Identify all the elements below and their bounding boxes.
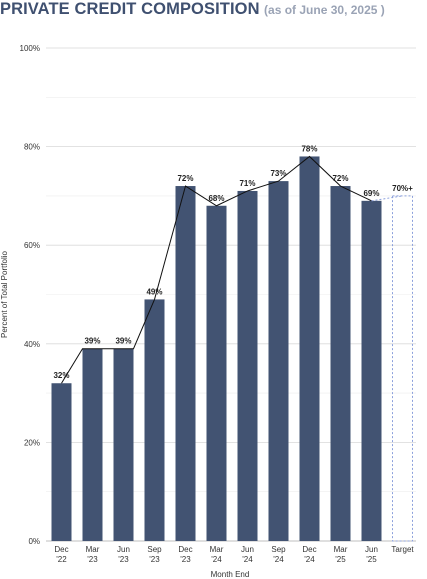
y-axis-label: Percent of Total Portfolio bbox=[0, 250, 9, 338]
bar bbox=[113, 348, 134, 541]
x-tick-label: Jun bbox=[117, 545, 130, 554]
x-tick-label: Mar bbox=[210, 545, 224, 554]
x-tick-label-target: Target bbox=[391, 545, 414, 554]
trend-line bbox=[61, 155, 403, 384]
data-label: 39% bbox=[84, 337, 100, 346]
x-axis-ticks: Dec'22Mar'23Jun'23Sep'23Dec'23Mar'24Jun'… bbox=[54, 545, 414, 564]
x-axis-label: Month End bbox=[211, 570, 250, 579]
data-label: 72% bbox=[177, 174, 193, 183]
x-tick-label: Sep bbox=[271, 545, 286, 554]
data-labels: 32% 39% 39% 49% 72% 68% 71% 73% 78% 72% 69% 70%+ bbox=[53, 144, 413, 380]
y-tick-label: 0% bbox=[28, 537, 40, 546]
x-tick-label-year: '22 bbox=[56, 555, 67, 564]
y-tick-label: 40% bbox=[24, 340, 40, 349]
data-label: 73% bbox=[270, 169, 286, 178]
bar bbox=[51, 383, 72, 541]
x-tick-label: Jun bbox=[241, 545, 254, 554]
x-tick-label-year: '25 bbox=[366, 555, 377, 564]
x-tick-label: Dec bbox=[302, 545, 316, 554]
bar bbox=[361, 200, 382, 541]
bar bbox=[175, 186, 196, 542]
chart-title: PRIVATE CREDIT COMPOSITION bbox=[0, 0, 260, 18]
y-tick-label: 60% bbox=[24, 241, 40, 250]
x-tick-label-year: '24 bbox=[242, 555, 253, 564]
x-tick-label-year: '23 bbox=[149, 555, 160, 564]
chart-subtitle: (as of June 30, 2025 ) bbox=[264, 3, 385, 17]
y-axis-ticks: 0% 20% 40% 60% 80% 100% bbox=[20, 44, 40, 546]
x-tick-label-year: '23 bbox=[87, 555, 98, 564]
x-tick-label: Jun bbox=[365, 545, 378, 554]
trend-line-path bbox=[61, 155, 372, 384]
bar bbox=[206, 205, 227, 541]
data-label: 32% bbox=[53, 371, 69, 380]
bar bbox=[144, 299, 165, 541]
bar bbox=[82, 348, 103, 541]
target-connector bbox=[371, 195, 403, 202]
data-label: 68% bbox=[208, 194, 224, 203]
target-data-label: 70%+ bbox=[392, 184, 413, 193]
bar bbox=[268, 181, 289, 542]
y-tick-label: 20% bbox=[24, 438, 40, 447]
data-label: 72% bbox=[332, 174, 348, 183]
bars bbox=[51, 156, 413, 542]
data-label: 39% bbox=[115, 337, 131, 346]
target-bar bbox=[392, 195, 413, 542]
x-tick-label-year: '23 bbox=[118, 555, 129, 564]
x-tick-label-year: '25 bbox=[335, 555, 346, 564]
bar bbox=[330, 186, 351, 542]
bar bbox=[299, 156, 320, 541]
x-tick-label: Mar bbox=[334, 545, 348, 554]
y-tick-label: 80% bbox=[24, 143, 40, 152]
title-row: PRIVATE CREDIT COMPOSITION (as of June 3… bbox=[0, 0, 385, 19]
grid-lines bbox=[46, 47, 416, 542]
x-tick-label-year: '23 bbox=[180, 555, 191, 564]
x-tick-label: Dec bbox=[178, 545, 192, 554]
data-label: 78% bbox=[301, 144, 317, 153]
data-label: 71% bbox=[239, 179, 255, 188]
x-tick-label-year: '24 bbox=[273, 555, 284, 564]
x-tick-label-year: '24 bbox=[211, 555, 222, 564]
bar bbox=[237, 190, 258, 541]
x-tick-label: Mar bbox=[86, 545, 100, 554]
x-tick-label-year: '24 bbox=[304, 555, 315, 564]
data-label: 69% bbox=[363, 189, 379, 198]
y-tick-label: 100% bbox=[20, 44, 40, 53]
x-tick-label: Dec bbox=[54, 545, 68, 554]
data-label: 49% bbox=[146, 287, 162, 296]
x-tick-label: Sep bbox=[147, 545, 162, 554]
